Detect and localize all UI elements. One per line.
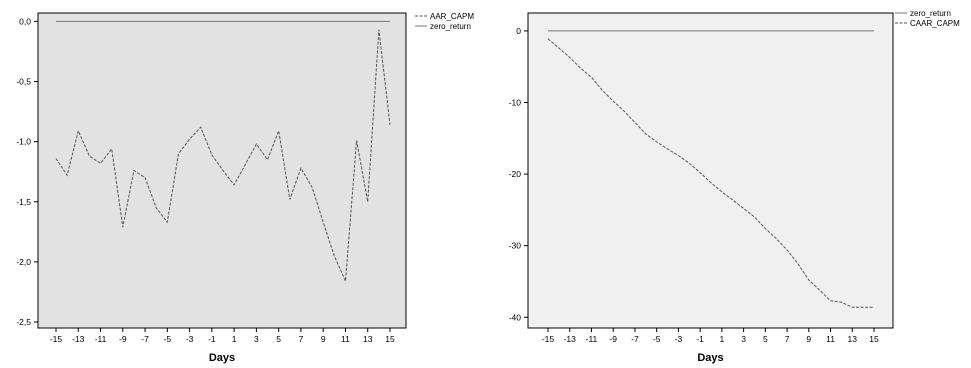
series-line-caar-capm xyxy=(547,38,874,308)
x-tick-label: -9 xyxy=(609,334,617,344)
x-tick-label: 13 xyxy=(363,334,373,344)
y-tick-label: -1,0 xyxy=(16,137,31,147)
series-line-aar-capm xyxy=(55,29,391,282)
x-tick-label: 5 xyxy=(276,334,281,344)
x-tick-label: -1 xyxy=(208,334,216,344)
x-tick-label: 11 xyxy=(826,334,835,344)
x-tick-label: -3 xyxy=(186,334,194,344)
legend-label: CAAR_CAPM xyxy=(910,19,960,28)
y-tick-label: -2,5 xyxy=(16,317,31,327)
y-tick-label: -0,5 xyxy=(16,77,31,87)
x-tick-label: 3 xyxy=(254,334,259,344)
legend-label: zero_return xyxy=(430,22,471,31)
y-tick-label: -10 xyxy=(509,97,522,107)
x-tick-label: -13 xyxy=(72,334,85,344)
x-tick-label: 11 xyxy=(341,334,350,344)
x-tick-label: -15 xyxy=(542,334,555,344)
x-tick-label: 15 xyxy=(385,334,395,344)
y-tick-label: 0 xyxy=(516,26,521,36)
x-tick-label: -11 xyxy=(586,334,598,344)
legend-label: AAR_CAPM xyxy=(430,12,474,21)
x-tick-label: 9 xyxy=(806,334,811,344)
x-tick-label: -7 xyxy=(631,334,639,344)
x-tick-label: -5 xyxy=(653,334,661,344)
x-tick-label: 1 xyxy=(232,334,237,344)
x-tick-label: -1 xyxy=(696,334,704,344)
x-tick-label: 15 xyxy=(869,334,879,344)
x-tick-label: 7 xyxy=(785,334,790,344)
x-tick-label: 3 xyxy=(741,334,746,344)
y-tick-label: -30 xyxy=(509,241,522,251)
x-tick-label: 5 xyxy=(763,334,768,344)
y-tick-label: -20 xyxy=(509,169,522,179)
x-tick-label: 7 xyxy=(299,334,304,344)
x-tick-label: 13 xyxy=(848,334,858,344)
x-tick-label: -9 xyxy=(119,334,127,344)
y-tick-label: 0,0 xyxy=(19,16,31,26)
x-tick-label: -3 xyxy=(675,334,683,344)
y-tick-label: -2,0 xyxy=(16,257,31,267)
x-tick-label: -13 xyxy=(564,334,577,344)
chart-2: 0-10-20-30-40-15 -13 -11 -9 -7 -5 -3 -1 1 3 5 7 9 11 1… xyxy=(509,9,960,364)
x-tick-label: 1 xyxy=(719,334,724,344)
y-tick-label: -40 xyxy=(509,312,522,322)
chart-1: 0,0-0,5-1,0-1,5-2,0-2,5-15 -13 -11 -9 -7 -5 -3… xyxy=(16,12,474,364)
x-tick-label: -15 xyxy=(50,334,63,344)
x-axis-title: Days xyxy=(697,352,723,364)
plot-area xyxy=(527,12,894,329)
x-axis-title: Days xyxy=(209,352,235,364)
x-tick-label: 9 xyxy=(321,334,326,344)
plot-area xyxy=(37,12,407,329)
x-tick-label: -11 xyxy=(95,334,107,344)
y-tick-label: -1,5 xyxy=(16,197,31,207)
legend-label: zero_return xyxy=(910,9,951,18)
x-tick-label: -5 xyxy=(164,334,172,344)
x-tick-label: -7 xyxy=(141,334,149,344)
